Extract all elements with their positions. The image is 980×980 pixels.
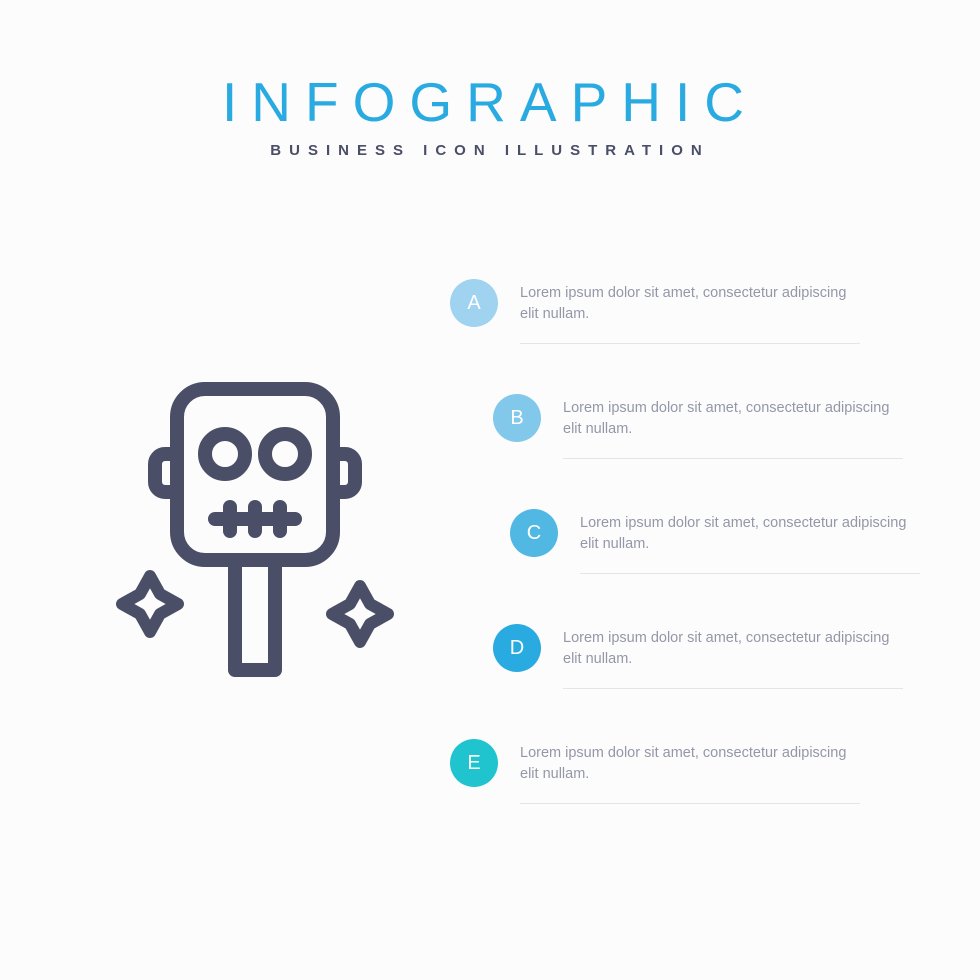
step-text: Lorem ipsum dolor sit amet, consectetur … bbox=[563, 624, 903, 689]
step-badge-a: A bbox=[450, 279, 498, 327]
step-c: C Lorem ipsum dolor sit amet, consectetur… bbox=[510, 509, 920, 574]
page-subtitle: BUSINESS ICON ILLUSTRATION bbox=[0, 142, 980, 159]
step-text: Lorem ipsum dolor sit amet, consectetur … bbox=[563, 394, 903, 459]
step-text: Lorem ipsum dolor sit amet, consectetur … bbox=[520, 279, 860, 344]
step-badge-c: C bbox=[510, 509, 558, 557]
skull-popsicle-icon bbox=[110, 359, 400, 699]
step-badge-e: E bbox=[450, 739, 498, 787]
step-badge-d: D bbox=[493, 624, 541, 672]
step-text: Lorem ipsum dolor sit amet, consectetur … bbox=[520, 739, 860, 804]
step-d: D Lorem ipsum dolor sit amet, consectetur… bbox=[493, 624, 903, 689]
page-title: INFOGRAPHIC bbox=[0, 70, 980, 134]
step-badge-b: B bbox=[493, 394, 541, 442]
step-a: A Lorem ipsum dolor sit amet, consectetur… bbox=[450, 279, 860, 344]
header: INFOGRAPHIC BUSINESS ICON ILLUSTRATION bbox=[0, 0, 980, 159]
step-e: E Lorem ipsum dolor sit amet, consectetur… bbox=[450, 739, 860, 804]
infographic-body: A Lorem ipsum dolor sit amet, consectetur… bbox=[0, 239, 980, 889]
step-text: Lorem ipsum dolor sit amet, consectetur … bbox=[580, 509, 920, 574]
step-b: B Lorem ipsum dolor sit amet, consectetur… bbox=[493, 394, 903, 459]
